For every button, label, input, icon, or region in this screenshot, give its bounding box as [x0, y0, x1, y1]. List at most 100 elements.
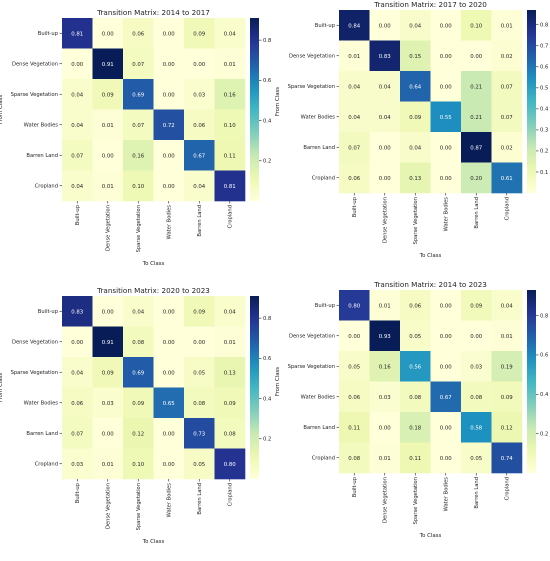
- cell-value-label: 0.07: [501, 84, 513, 90]
- heatmap-cell: [123, 387, 154, 419]
- heatmap-cell: [184, 296, 215, 327]
- heatmap-cell: [214, 140, 246, 171]
- cell-value-label: 0.00: [379, 23, 392, 29]
- heatmap-cell: [339, 132, 370, 163]
- colorbar-tick-label: 0.8: [263, 316, 271, 322]
- colorbar-tick-label: 0.2: [263, 437, 271, 443]
- cell-value-label: 0.09: [470, 303, 483, 309]
- x-tick-label: Barren Land: [474, 477, 480, 509]
- heatmap-cell: [339, 290, 370, 321]
- y-tick-label: Water Bodies: [24, 401, 59, 407]
- heatmap-cell: [339, 442, 370, 474]
- cell-value-label: 0.72: [163, 123, 175, 129]
- cell-value-label: 0.09: [193, 31, 206, 37]
- colorbar: [527, 290, 536, 473]
- cell-value-label: 0.00: [102, 431, 115, 437]
- colorbar-tick-label: 0.2: [540, 149, 548, 155]
- cell-value-label: 0.00: [440, 176, 453, 182]
- x-tick-label: Built-up: [75, 482, 81, 503]
- cell-value-label: 0.00: [163, 309, 176, 315]
- heatmap-cell: [123, 140, 154, 171]
- cell-value-label: 0.04: [409, 23, 422, 29]
- heatmap-cell: [123, 448, 154, 480]
- y-tick-label: Built-up: [38, 309, 59, 315]
- heatmap-cell: [430, 162, 462, 194]
- y-tick-label: Built-up: [315, 303, 336, 309]
- heatmap-cell: [153, 109, 185, 141]
- heatmap-cell: [123, 170, 154, 202]
- cell-value-label: 0.04: [379, 84, 392, 90]
- cell-value-label: 0.80: [348, 303, 361, 309]
- heatmap-cell: [214, 326, 246, 358]
- cell-value-label: 0.00: [440, 54, 453, 60]
- x-tick-label: Sparse Vegetation: [413, 197, 419, 244]
- cell-value-label: 0.00: [193, 62, 206, 68]
- heatmap-cell: [430, 132, 462, 163]
- heatmap-cell: [339, 412, 370, 443]
- heatmap-cell: [123, 48, 154, 80]
- cell-value-label: 0.67: [440, 395, 452, 401]
- heatmap-cell: [62, 140, 93, 171]
- x-tick-label: Dense Vegetation: [383, 477, 389, 523]
- heatmap-cell: [491, 351, 523, 382]
- heatmap-cell: [123, 18, 154, 49]
- cell-value-label: 0.55: [440, 115, 452, 121]
- colorbar-tick-label: 0.4: [540, 392, 549, 398]
- cell-value-label: 0.11: [348, 425, 360, 431]
- heatmap-cell: [339, 320, 370, 352]
- heatmap-cell: [214, 418, 246, 449]
- cell-value-label: 0.69: [132, 370, 145, 376]
- cell-value-label: 0.05: [409, 334, 421, 340]
- heatmap-cell: [369, 351, 401, 382]
- cell-value-label: 0.00: [163, 184, 176, 190]
- heatmap-cell: [369, 101, 401, 133]
- heatmap-cell: [153, 18, 185, 49]
- heatmap-cell: [62, 48, 93, 80]
- heatmap-cell: [339, 351, 370, 382]
- colorbar-tick-label: 0.8: [540, 313, 548, 319]
- cell-value-label: 0.06: [348, 395, 361, 401]
- colorbar-tick-label: 0.6: [263, 356, 271, 362]
- cell-value-label: 0.08: [409, 395, 422, 401]
- cell-value-label: 0.09: [102, 92, 115, 98]
- cell-value-label: 0.08: [193, 401, 206, 407]
- x-tick-label: Water Bodies: [167, 205, 173, 240]
- heatmap-cell: [430, 442, 462, 474]
- cell-value-label: 0.04: [348, 115, 361, 121]
- heatmap-cell: [214, 48, 246, 80]
- cell-value-label: 0.07: [501, 115, 513, 121]
- heatmap-cell: [92, 140, 124, 171]
- colorbar: [250, 296, 259, 479]
- cell-value-label: 0.61: [501, 176, 513, 182]
- x-axis-label: To Class: [419, 253, 442, 259]
- cell-value-label: 0.00: [163, 153, 176, 159]
- y-tick-label: Water Bodies: [301, 115, 336, 121]
- x-tick-label: Barren Land: [197, 483, 203, 515]
- x-axis-label: To Class: [419, 533, 442, 539]
- cell-value-label: 0.16: [224, 92, 237, 98]
- cell-value-label: 0.01: [102, 123, 114, 129]
- heatmap-cell: [153, 140, 185, 171]
- cell-value-label: 0.00: [440, 145, 453, 151]
- cell-value-label: 0.69: [132, 92, 145, 98]
- heatmap-cell: [214, 296, 246, 327]
- y-axis-label: From Class: [0, 95, 4, 124]
- y-tick-label: Barren Land: [26, 431, 58, 437]
- y-tick-label: Cropland: [35, 184, 58, 190]
- cell-value-label: 0.01: [379, 456, 391, 462]
- cell-value-label: 0.00: [440, 456, 453, 462]
- heatmap-cell: [491, 412, 523, 443]
- heatmap-cell: [92, 326, 124, 358]
- cell-value-label: 0.19: [501, 364, 514, 370]
- heatmap-cell: [62, 18, 93, 49]
- cell-value-label: 0.04: [71, 184, 84, 190]
- heatmap-cell: [184, 326, 215, 358]
- y-tick-label: Dense Vegetation: [12, 340, 58, 346]
- heatmap-cell: [62, 387, 93, 419]
- y-tick-label: Water Bodies: [24, 123, 59, 129]
- heatmap-cell: [62, 79, 93, 110]
- heatmap-cell: [214, 109, 246, 141]
- cell-value-label: 0.00: [163, 431, 176, 437]
- cell-value-label: 0.65: [163, 401, 175, 407]
- heatmap-cell: [123, 357, 154, 388]
